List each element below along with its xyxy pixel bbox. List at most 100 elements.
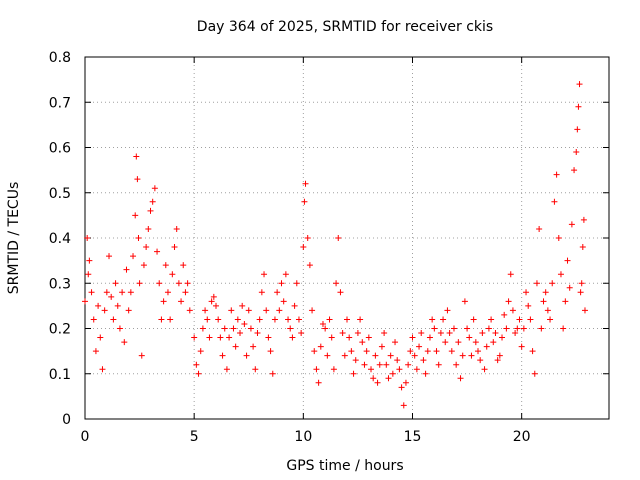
- data-point: [315, 379, 322, 386]
- data-point: [363, 348, 370, 355]
- data-point: [85, 271, 92, 278]
- x-tick-label: 0: [81, 429, 90, 445]
- data-point: [413, 366, 420, 373]
- data-point: [261, 271, 268, 278]
- data-point: [127, 289, 134, 296]
- data-point: [149, 198, 156, 205]
- data-point: [160, 298, 167, 305]
- data-point: [520, 325, 527, 332]
- axis-ticks: [84, 56, 609, 420]
- data-point: [197, 348, 204, 355]
- data-point: [542, 289, 549, 296]
- data-point: [182, 289, 189, 296]
- data-point: [573, 149, 580, 156]
- data-point: [402, 379, 409, 386]
- data-point: [378, 343, 385, 350]
- data-point: [574, 126, 581, 133]
- data-point: [330, 366, 337, 373]
- data-point: [426, 334, 433, 341]
- data-point: [173, 225, 180, 232]
- data-point: [256, 316, 263, 323]
- data-point: [289, 334, 296, 341]
- y-tick-label: 0.7: [49, 95, 71, 111]
- data-point: [409, 334, 416, 341]
- data-point: [278, 280, 285, 287]
- data-point: [280, 298, 287, 305]
- data-point: [557, 271, 564, 278]
- data-point: [529, 348, 536, 355]
- data-point: [234, 316, 241, 323]
- data-point: [346, 334, 353, 341]
- x-axis-label: GPS time / hours: [286, 458, 403, 474]
- grid-lines: [85, 57, 609, 419]
- data-point: [350, 370, 357, 377]
- data-point: [258, 289, 265, 296]
- data-point: [407, 348, 414, 355]
- data-point: [453, 361, 460, 368]
- data-point: [507, 271, 514, 278]
- data-point: [171, 244, 178, 251]
- data-point: [119, 289, 126, 296]
- data-point: [503, 325, 510, 332]
- data-point: [208, 298, 215, 305]
- data-point: [385, 375, 392, 382]
- plot-frame: [84, 56, 610, 420]
- data-point: [481, 366, 488, 373]
- data-point: [571, 167, 578, 174]
- data-point: [267, 348, 274, 355]
- data-point: [337, 289, 344, 296]
- data-point: [239, 302, 246, 309]
- data-point: [461, 298, 468, 305]
- data-point: [499, 334, 506, 341]
- y-tick-label: 0.8: [49, 50, 71, 66]
- data-point: [514, 325, 521, 332]
- data-point: [424, 348, 431, 355]
- data-point: [553, 171, 560, 178]
- data-point: [167, 316, 174, 323]
- data-point: [344, 316, 350, 323]
- data-point: [576, 81, 583, 88]
- y-tick-label: 0.5: [49, 186, 71, 202]
- data-point: [494, 357, 501, 364]
- data-point: [186, 307, 193, 314]
- data-point: [459, 352, 466, 359]
- data-point: [464, 325, 471, 332]
- data-point: [158, 316, 165, 323]
- data-point: [549, 280, 556, 287]
- data-point: [132, 212, 139, 219]
- data-point: [145, 225, 152, 232]
- x-tick-label: 5: [190, 429, 199, 445]
- data-point: [485, 325, 492, 332]
- data-point: [108, 293, 115, 300]
- data-point: [523, 289, 530, 296]
- data-point: [326, 316, 333, 323]
- data-point: [206, 334, 213, 341]
- data-point: [92, 348, 99, 355]
- data-point: [215, 316, 222, 323]
- data-point: [269, 370, 276, 377]
- data-point: [422, 370, 429, 377]
- data-point: [306, 262, 313, 269]
- tick-labels: 0 5 10 15 20 0 0.1 0.2 0.3 0.4 0.5 0.6 0.7 0.8: [49, 50, 531, 445]
- data-point: [359, 339, 366, 346]
- data-point: [501, 311, 508, 318]
- data-point: [295, 316, 302, 323]
- y-tick-label: 0.1: [49, 367, 71, 383]
- data-point: [376, 361, 383, 368]
- data-point: [544, 307, 551, 314]
- data-point: [90, 316, 97, 323]
- data-point: [121, 339, 128, 346]
- data-point: [125, 307, 132, 314]
- data-point: [581, 307, 588, 314]
- data-point: [247, 325, 254, 332]
- data-point: [374, 379, 381, 386]
- data-point: [263, 307, 270, 314]
- data-point: [440, 316, 447, 323]
- data-point: [580, 216, 587, 223]
- data-point: [477, 357, 484, 364]
- data-point: [232, 343, 239, 350]
- data-point: [193, 361, 200, 368]
- data-point: [123, 266, 130, 273]
- data-point: [221, 325, 228, 332]
- data-point: [114, 302, 121, 309]
